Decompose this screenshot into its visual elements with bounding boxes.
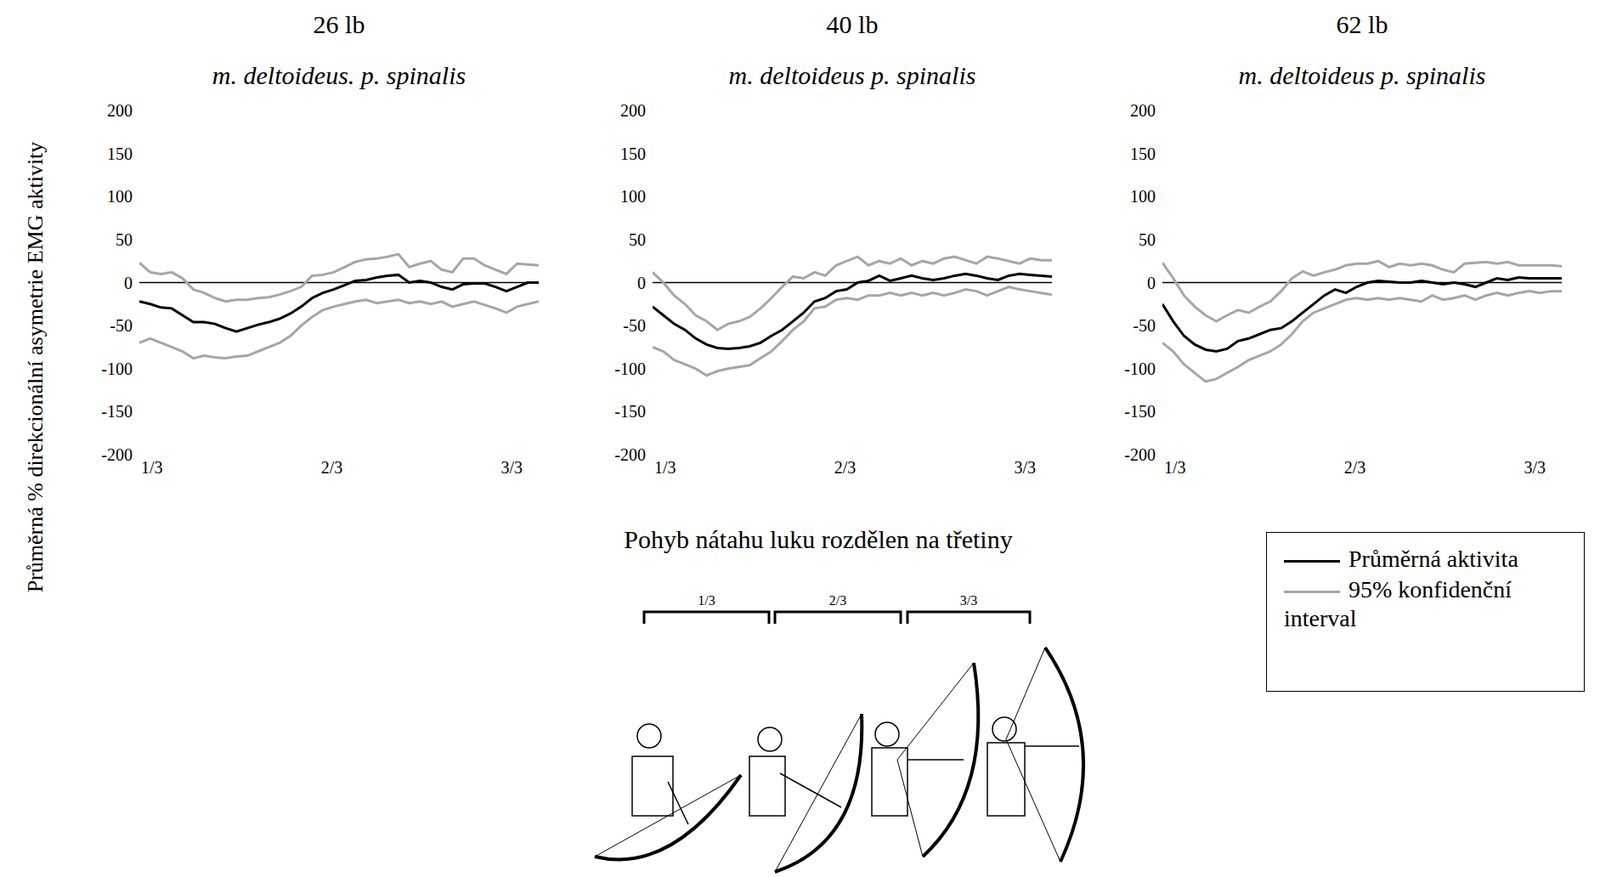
- svg-text:-200: -200: [101, 445, 133, 464]
- svg-text:1/3: 1/3: [141, 457, 164, 477]
- svg-text:2/3: 2/3: [1344, 457, 1367, 477]
- svg-text:-200: -200: [1124, 445, 1156, 464]
- svg-text:150: 150: [107, 144, 133, 164]
- svg-text:2/3: 2/3: [834, 457, 857, 477]
- svg-text:0: 0: [1147, 273, 1156, 293]
- html-text:26 lb: 26 lb: [313, 10, 365, 39]
- svg-text:-100: -100: [101, 359, 133, 379]
- svg-text:200: 200: [1130, 101, 1156, 120]
- svg-text:1/3: 1/3: [697, 593, 715, 608]
- svg-text:-150: -150: [101, 401, 133, 421]
- svg-text:-100: -100: [614, 359, 646, 379]
- svg-text:100: 100: [107, 186, 133, 206]
- svg-text:150: 150: [620, 144, 646, 164]
- html-text:m. deltoideus p. spinalis: m. deltoideus p. spinalis: [728, 61, 976, 90]
- svg-text:3/3: 3/3: [500, 457, 523, 477]
- svg-text:-50: -50: [1132, 316, 1156, 335]
- svg-text:Průměrná % direkcionální asyme: Průměrná % direkcionální asymetrie EMG a…: [22, 141, 48, 594]
- html-text:m. deltoideus p. spinalis: m. deltoideus p. spinalis: [1238, 61, 1486, 90]
- svg-text:-200: -200: [614, 445, 646, 464]
- svg-text:50: 50: [628, 230, 646, 249]
- svg-text:50: 50: [115, 230, 133, 249]
- svg-text:3/3: 3/3: [1523, 457, 1546, 477]
- svg-text:1/3: 1/3: [654, 457, 677, 477]
- svg-text:0: 0: [124, 273, 133, 293]
- svg-text:50: 50: [1138, 230, 1156, 249]
- svg-text:2/3: 2/3: [321, 457, 344, 477]
- svg-text:-50: -50: [622, 316, 646, 335]
- html-text:40 lb: 40 lb: [826, 10, 879, 39]
- html-text:m. deltoideus. p. spinalis: m. deltoideus. p. spinalis: [212, 61, 466, 90]
- svg-text:100: 100: [620, 186, 646, 206]
- svg-text:-100: -100: [1124, 359, 1156, 379]
- svg-text:200: 200: [107, 101, 133, 120]
- svg-text:3/3: 3/3: [1013, 457, 1036, 477]
- svg-text:150: 150: [1130, 144, 1156, 164]
- svg-text:1/3: 1/3: [1164, 457, 1187, 477]
- svg-text:-150: -150: [1124, 401, 1156, 421]
- html-text:Pohyb nátahu luku rozdělen na: Pohyb nátahu luku rozdělen na třetiny: [623, 525, 1013, 554]
- svg-text:-50: -50: [109, 316, 133, 335]
- svg-text:100: 100: [1130, 186, 1156, 206]
- svg-text:200: 200: [620, 101, 646, 120]
- html-text:Průměrná aktivita: Průměrná aktivita: [1348, 545, 1519, 572]
- html-text:95% konfidenční interval: 95% konfidenční interval: [1283, 576, 1512, 632]
- svg-text:-150: -150: [614, 401, 646, 421]
- svg-text:2/3: 2/3: [829, 593, 847, 608]
- svg-text:3/3: 3/3: [960, 593, 978, 608]
- html-text:62 lb: 62 lb: [1336, 10, 1388, 39]
- svg-text:0: 0: [637, 273, 646, 293]
